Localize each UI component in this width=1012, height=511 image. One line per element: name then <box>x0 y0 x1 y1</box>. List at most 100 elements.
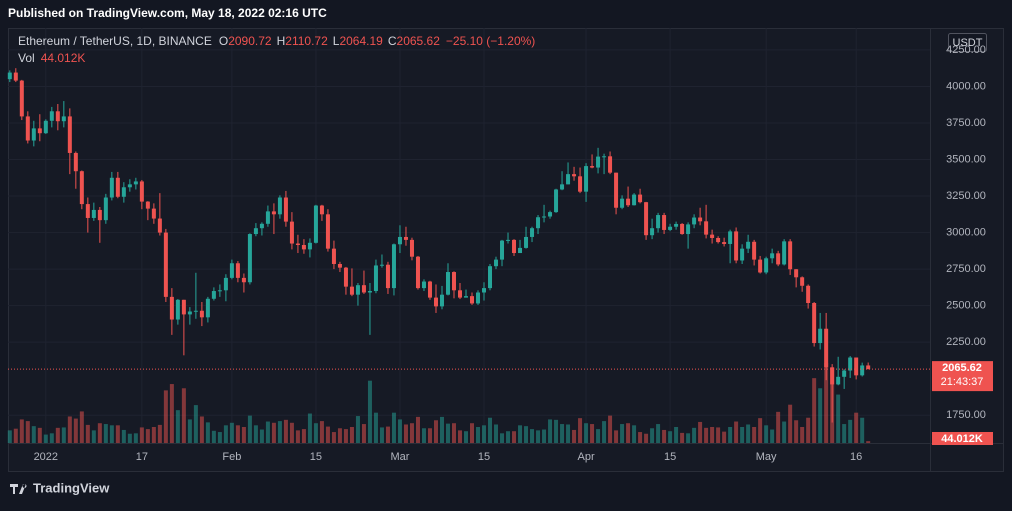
volume-bar <box>139 427 144 443</box>
volume-bar <box>145 429 150 443</box>
candle-body <box>367 291 372 293</box>
candle-body <box>445 272 450 295</box>
volume-bar <box>175 410 180 443</box>
candle-body <box>73 152 78 172</box>
candle-body <box>668 226 673 230</box>
volume-bar <box>301 429 306 443</box>
x-tick-label: 15 <box>664 451 676 463</box>
volume-bar <box>524 426 529 443</box>
volume-bar <box>7 430 12 443</box>
candle-body <box>500 240 505 260</box>
x-tick-label: Apr <box>577 451 594 463</box>
volume-bar <box>61 427 66 443</box>
volume-bar <box>590 424 595 443</box>
y-tick-label: 2250.00 <box>946 336 986 348</box>
volume-bar <box>127 433 132 443</box>
volume-bar <box>494 424 499 443</box>
candle-body <box>157 218 162 233</box>
candle-body <box>283 197 288 222</box>
volume-bar <box>91 430 96 443</box>
candle-body <box>379 264 384 266</box>
candle-body <box>193 310 198 312</box>
candle-body <box>163 232 168 297</box>
candle-body <box>415 256 420 289</box>
volume-bar <box>211 430 216 443</box>
volume-bar <box>439 416 444 443</box>
candle-body <box>866 365 871 370</box>
candle-body <box>848 357 853 371</box>
candle-body <box>782 241 787 265</box>
volume-bar <box>115 425 120 443</box>
brand-name: TradingView <box>33 480 110 495</box>
volume-bar <box>379 427 384 443</box>
candle-body <box>331 248 336 264</box>
volume-bar <box>133 433 138 443</box>
candle-body <box>662 215 667 230</box>
volume-bar <box>25 421 30 443</box>
plot <box>7 28 930 443</box>
volume-bar <box>680 432 685 443</box>
currency-box[interactable] <box>948 33 987 52</box>
candle-body <box>572 174 577 177</box>
volume-bar <box>97 423 102 443</box>
volume-bar <box>265 421 270 443</box>
candle-body <box>554 189 559 213</box>
volume-bar <box>103 424 108 443</box>
volume-bar <box>728 427 733 443</box>
volume-bar <box>854 412 859 443</box>
candle-body <box>674 223 679 227</box>
volume-bar <box>43 434 48 443</box>
volume-bar <box>271 422 276 443</box>
candle-body <box>241 277 246 283</box>
candle-body <box>638 194 643 203</box>
volume-bar <box>704 427 709 443</box>
volume-bar <box>644 433 649 443</box>
volume-bar <box>67 416 72 443</box>
volume-bar <box>572 429 577 443</box>
l-label: L <box>333 34 340 48</box>
volume-bar <box>614 430 619 443</box>
x-tick-label: Mar <box>390 451 409 463</box>
candle-body <box>181 299 186 315</box>
candle-body <box>403 236 408 240</box>
volume-bar <box>806 417 811 443</box>
candle-body <box>139 181 144 202</box>
candle-body <box>818 328 823 344</box>
candle-body <box>151 208 156 219</box>
volume-bar <box>740 427 745 443</box>
volume-bar <box>403 424 408 443</box>
brand-logo <box>10 484 27 494</box>
candle-body <box>307 242 312 250</box>
volume-bar <box>824 363 829 443</box>
volume-bar <box>650 428 655 443</box>
volume-bar <box>349 427 354 443</box>
candle-body <box>355 285 360 295</box>
candle-body <box>686 224 691 235</box>
candle-body <box>247 234 252 283</box>
l-value: 2064.19 <box>339 34 383 48</box>
volume-bar <box>506 431 511 443</box>
volume-bar <box>457 430 462 443</box>
candle-body <box>289 221 294 244</box>
volume-bar <box>235 425 240 443</box>
volume-bar <box>217 432 222 443</box>
y-tick-label: 4000.00 <box>946 80 986 92</box>
candle-body <box>788 241 793 270</box>
candle-body <box>109 177 114 198</box>
candle-body <box>560 184 565 190</box>
volume-bar <box>608 415 613 443</box>
candle-body <box>295 243 300 245</box>
candle-body <box>578 176 583 192</box>
candle-body <box>626 198 631 206</box>
volume-bar <box>662 429 667 443</box>
candle-body <box>596 156 601 168</box>
y-tick-label: 3750.00 <box>946 117 986 129</box>
legend: Ethereum / TetherUS, 1D, BINANCE O2090.72… <box>18 34 535 48</box>
candle-body <box>746 241 751 249</box>
volume-bar <box>13 428 18 443</box>
candle-body <box>830 367 835 385</box>
volume-bar <box>674 427 679 443</box>
candle-body <box>470 296 475 304</box>
volume-bar <box>764 425 769 443</box>
y-tick-label: 2750.00 <box>946 263 986 275</box>
